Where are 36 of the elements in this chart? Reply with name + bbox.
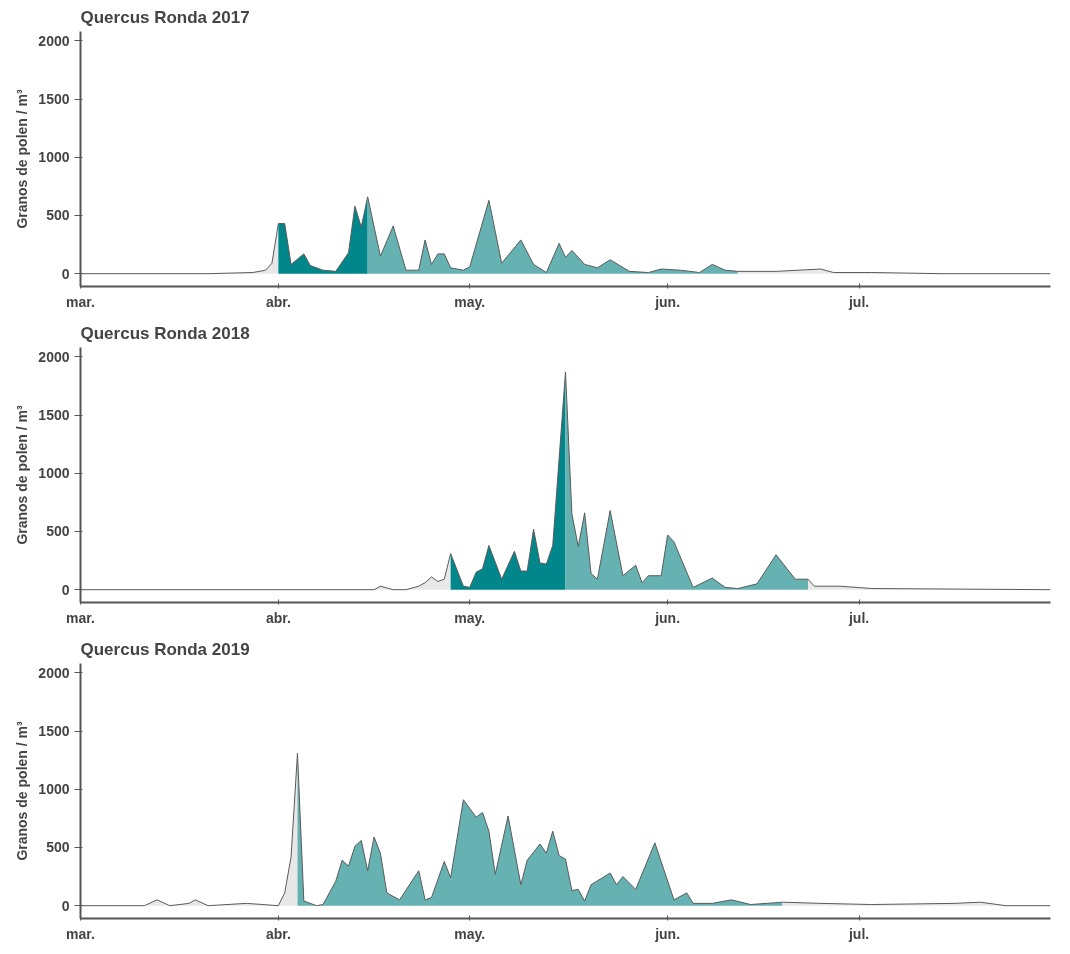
y-tick-label: 1500 bbox=[38, 91, 70, 108]
y-axis-title: Granos de polen / m³ bbox=[14, 721, 31, 861]
x-tick-label: may. bbox=[454, 609, 486, 626]
x-tick-label: mar. bbox=[66, 925, 95, 942]
y-tick-label: 0 bbox=[61, 581, 70, 598]
y-tick-label: 500 bbox=[46, 839, 70, 856]
chart-title: Quercus Ronda 2017 bbox=[80, 7, 250, 27]
y-tick-label: 0 bbox=[61, 897, 70, 914]
x-tick-label: jun. bbox=[654, 609, 681, 626]
x-tick-label: may. bbox=[454, 925, 486, 942]
x-tick-label: mar. bbox=[66, 293, 95, 310]
x-tick-label: abr. bbox=[265, 609, 291, 626]
chart-title: Quercus Ronda 2018 bbox=[80, 323, 250, 343]
y-axis-title: Granos de polen / m³ bbox=[14, 405, 31, 545]
y-tick-label: 500 bbox=[46, 523, 70, 540]
x-tick-label: may. bbox=[454, 293, 486, 310]
x-tick-label: jul. bbox=[847, 925, 870, 942]
y-tick-label: 0 bbox=[61, 265, 70, 282]
y-tick-label: 2000 bbox=[38, 348, 70, 365]
y-tick-label: 2000 bbox=[38, 32, 70, 49]
x-tick-label: jun. bbox=[654, 925, 681, 942]
x-tick-label: jul. bbox=[847, 293, 870, 310]
y-axis-title: Granos de polen / m³ bbox=[14, 89, 31, 229]
y-tick-label: 1500 bbox=[38, 407, 70, 424]
y-tick-label: 1000 bbox=[38, 149, 70, 166]
x-tick-label: jul. bbox=[847, 609, 870, 626]
x-tick-label: mar. bbox=[66, 609, 95, 626]
y-tick-label: 500 bbox=[46, 207, 70, 224]
y-tick-label: 1000 bbox=[38, 465, 70, 482]
chart-title: Quercus Ronda 2019 bbox=[80, 639, 250, 659]
x-tick-label: abr. bbox=[265, 925, 291, 942]
x-tick-label: jun. bbox=[654, 293, 681, 310]
y-tick-label: 2000 bbox=[38, 664, 70, 681]
y-tick-label: 1000 bbox=[38, 781, 70, 798]
y-tick-label: 1500 bbox=[38, 723, 70, 740]
x-tick-label: abr. bbox=[265, 293, 291, 310]
